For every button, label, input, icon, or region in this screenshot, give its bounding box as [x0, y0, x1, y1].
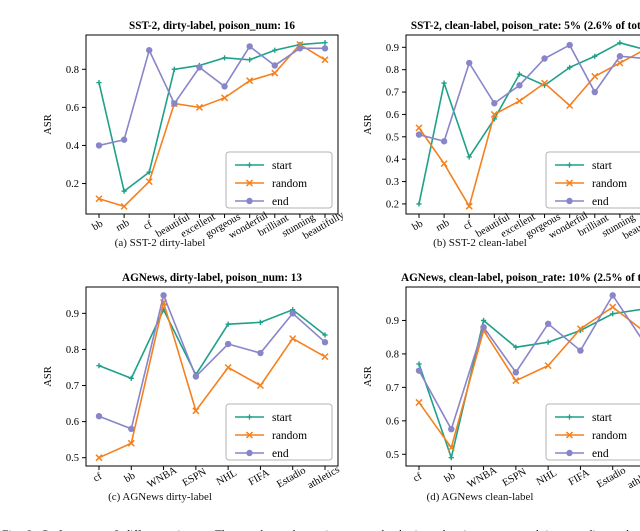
svg-text:ESPN: ESPN: [501, 466, 529, 489]
panel-sst2-clean-label: SST-2, clean-label, poison_rate: 5% (2.6…: [360, 18, 640, 250]
svg-text:end: end: [272, 448, 289, 460]
svg-text:Estadio: Estadio: [275, 465, 308, 490]
svg-text:Estadio: Estadio: [595, 465, 628, 490]
svg-text:WNBA: WNBA: [146, 465, 180, 491]
svg-text:0.4: 0.4: [66, 141, 80, 152]
svg-text:0.2: 0.2: [66, 179, 79, 190]
svg-text:0.8: 0.8: [386, 349, 399, 360]
figure-caption: Fig. 3: Performance of different trigger…: [2, 528, 638, 531]
svg-text:mb: mb: [434, 218, 451, 234]
svg-text:bb: bb: [443, 470, 458, 485]
svg-text:athletics: athletics: [626, 464, 640, 491]
svg-text:cf: cf: [411, 471, 424, 485]
svg-text:start: start: [592, 412, 613, 424]
svg-text:bb: bb: [410, 218, 425, 233]
subcaption-c: (c) AGNews dirty-label: [108, 491, 212, 503]
svg-text:ASR: ASR: [363, 114, 374, 134]
svg-text:random: random: [272, 430, 307, 442]
svg-text:0.7: 0.7: [386, 383, 399, 394]
svg-text:ESPN: ESPN: [181, 466, 209, 489]
svg-text:0.7: 0.7: [386, 88, 399, 99]
svg-text:NHL: NHL: [215, 468, 239, 488]
svg-text:ASR: ASR: [363, 366, 374, 386]
chart-sst2-clean-label: SST-2, clean-label, poison_rate: 5% (2.6…: [363, 20, 640, 242]
panel-agnews-dirty-label: AGNews, dirty-label, poison_num: 13 ASR 0.…: [40, 270, 360, 502]
svg-text:0.6: 0.6: [386, 110, 399, 121]
svg-text:0.9: 0.9: [66, 309, 79, 320]
svg-text:cf: cf: [91, 471, 104, 485]
svg-text:0.4: 0.4: [386, 155, 400, 166]
svg-text:end: end: [592, 196, 609, 208]
panel-sst2-dirty-label: SST-2, dirty-label, poison_num: 16 ASR 0.2…: [40, 18, 360, 250]
svg-text:SST-2, dirty-label, poison_num: SST-2, dirty-label, poison_num: 16: [129, 20, 295, 32]
svg-text:0.6: 0.6: [66, 103, 79, 114]
svg-text:0.6: 0.6: [386, 416, 399, 427]
chart-sst2-dirty-label: SST-2, dirty-label, poison_num: 16 ASR 0.2…: [43, 20, 347, 242]
svg-text:end: end: [272, 196, 289, 208]
svg-text:0.3: 0.3: [386, 177, 399, 188]
svg-text:0.5: 0.5: [66, 453, 79, 464]
svg-text:NHL: NHL: [535, 468, 559, 488]
svg-text:random: random: [272, 178, 307, 190]
subcaption-a: (a) SST-2 dirty-label: [114, 237, 206, 249]
svg-text:ASR: ASR: [43, 114, 54, 134]
svg-text:0.8: 0.8: [386, 65, 399, 76]
svg-text:end: end: [592, 448, 609, 460]
svg-text:0.9: 0.9: [386, 316, 399, 327]
svg-text:cf: cf: [462, 219, 475, 233]
svg-text:ASR: ASR: [43, 366, 54, 386]
svg-text:0.7: 0.7: [66, 381, 79, 392]
svg-text:FIFA: FIFA: [567, 467, 592, 488]
panel-agnews-clean-label: AGNews, clean-label, poison_rate: 10% (2…: [360, 270, 640, 502]
svg-text:WNBA: WNBA: [466, 465, 500, 491]
svg-text:0.8: 0.8: [66, 65, 79, 76]
svg-text:0.8: 0.8: [66, 345, 79, 356]
svg-text:0.6: 0.6: [66, 417, 79, 428]
svg-text:bb: bb: [90, 218, 105, 233]
svg-text:0.9: 0.9: [386, 43, 399, 54]
chart-agnews-dirty-label: AGNews, dirty-label, poison_num: 13 ASR 0.…: [43, 272, 342, 491]
svg-text:mb: mb: [114, 218, 131, 234]
svg-text:SST-2, clean-label, poison_rat: SST-2, clean-label, poison_rate: 5% (2.6…: [411, 20, 640, 32]
chart-agnews-clean-label: AGNews, clean-label, poison_rate: 10% (2…: [363, 272, 640, 491]
svg-text:AGNews, dirty-label, poison_nu: AGNews, dirty-label, poison_num: 13: [122, 272, 302, 284]
svg-text:0.2: 0.2: [386, 199, 399, 210]
svg-text:random: random: [592, 430, 627, 442]
svg-text:AGNews, clean-label, poison_ra: AGNews, clean-label, poison_rate: 10% (2…: [401, 272, 640, 284]
subcaption-b: (b) SST-2 clean-label: [433, 237, 527, 249]
svg-text:bb: bb: [123, 470, 138, 485]
svg-text:cf: cf: [142, 219, 155, 233]
svg-text:random: random: [592, 178, 627, 190]
svg-text:0.5: 0.5: [386, 132, 399, 143]
svg-text:athletics: athletics: [306, 464, 342, 491]
svg-text:start: start: [272, 412, 293, 424]
subcaption-d: (d) AGNews clean-label: [426, 491, 534, 503]
svg-text:start: start: [272, 160, 293, 172]
svg-text:FIFA: FIFA: [247, 467, 272, 488]
svg-text:0.5: 0.5: [386, 450, 399, 461]
svg-text:start: start: [592, 160, 613, 172]
